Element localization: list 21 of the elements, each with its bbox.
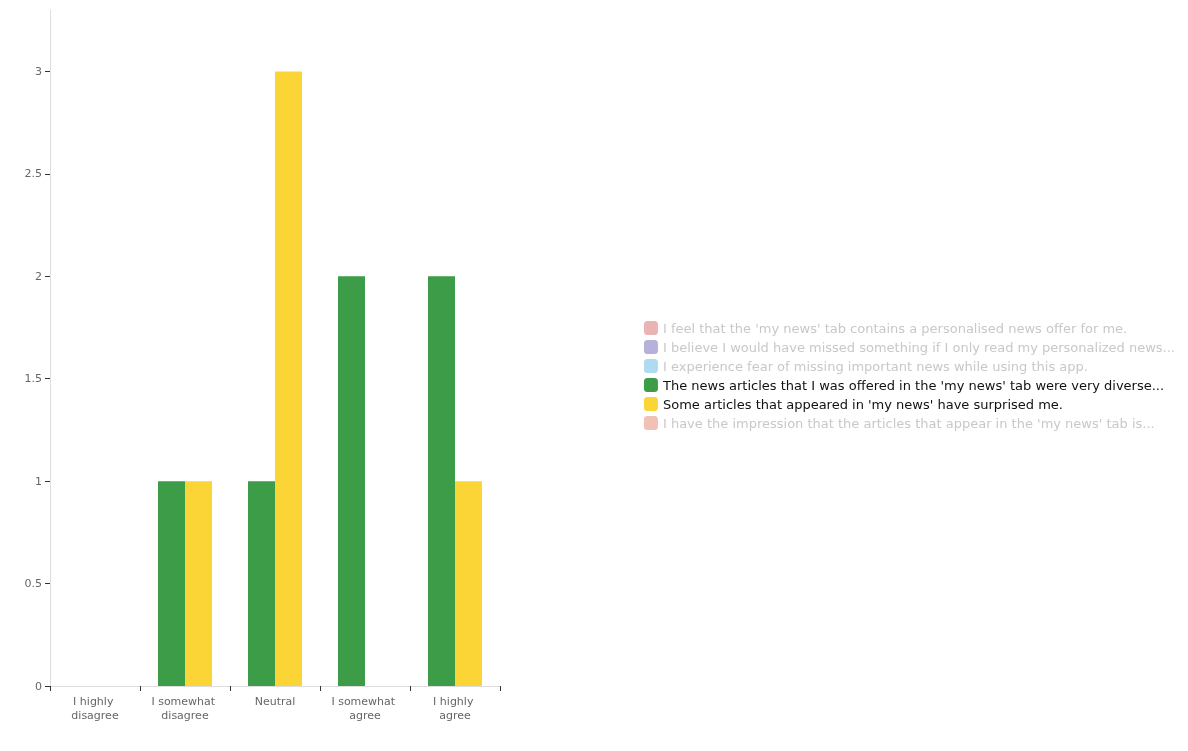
bar — [428, 276, 455, 686]
bar — [185, 481, 212, 686]
y-tick-label: 2 — [35, 269, 42, 283]
legend-label: Some articles that appeared in 'my news' have surprised me. — [662, 396, 1063, 412]
x-tick-label: I highly agree — [433, 694, 477, 722]
bar — [248, 481, 275, 686]
x-tick-label: I highly disagree — [71, 694, 119, 722]
x-tick-label: I somewhat agree — [331, 694, 399, 722]
y-tick-label: 1 — [35, 474, 42, 488]
legend-label: The news articles that I was offered in the 'my news' tab were very diverse... — [661, 377, 1165, 393]
y-tick-label: 1.5 — [24, 372, 42, 386]
y-tick-label: 0.5 — [24, 577, 42, 591]
bar — [455, 481, 482, 686]
x-tick-label: Neutral — [254, 694, 296, 708]
y-tick-label: 0 — [35, 679, 42, 693]
bar — [338, 276, 365, 686]
bar — [275, 71, 302, 686]
bar — [158, 481, 185, 686]
x-tick-label: I somewhat disagree — [151, 694, 219, 722]
y-tick-label: 2.5 — [24, 167, 42, 181]
y-tick-label: 3 — [35, 64, 42, 78]
